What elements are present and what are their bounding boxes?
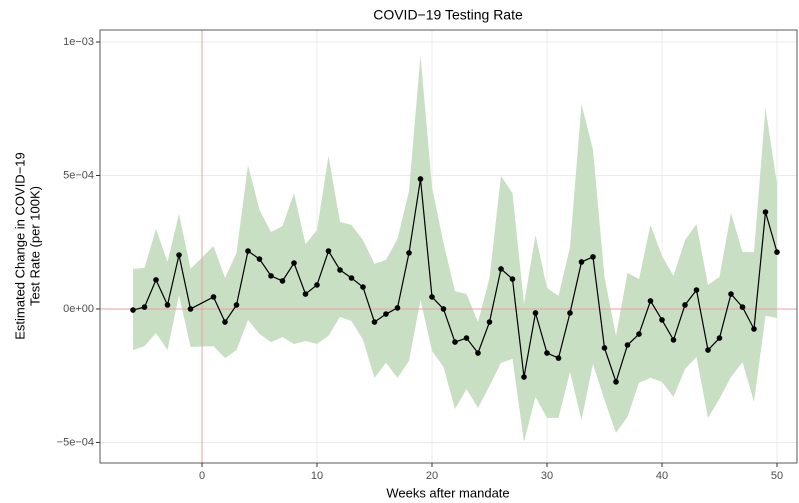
- point: [739, 304, 746, 310]
- point: [659, 317, 665, 323]
- panel: [100, 30, 797, 463]
- point: [762, 209, 769, 215]
- point: [153, 277, 159, 283]
- point: [636, 331, 642, 337]
- point: [291, 260, 297, 266]
- point: [337, 267, 343, 273]
- point: [578, 259, 585, 265]
- point: [682, 302, 688, 308]
- point: [647, 298, 654, 304]
- point: [371, 319, 378, 325]
- point: [210, 294, 217, 300]
- point: [176, 252, 182, 258]
- panel-border: [99, 29, 798, 464]
- point: [555, 355, 562, 361]
- chart-title: COVID−19 Testing Rate: [373, 7, 523, 23]
- point: [716, 335, 723, 341]
- point: [521, 374, 527, 380]
- point: [314, 282, 320, 288]
- point: [544, 350, 550, 356]
- point: [222, 319, 228, 325]
- x-tick-label: 30: [541, 470, 553, 482]
- point: [325, 248, 332, 254]
- point: [601, 345, 608, 351]
- point: [693, 287, 700, 293]
- point: [279, 278, 286, 284]
- point: [624, 342, 631, 348]
- point: [187, 306, 194, 312]
- point: [751, 326, 757, 332]
- y-tick-label: 1e−03: [63, 36, 94, 48]
- point: [394, 305, 401, 311]
- point: [429, 294, 435, 300]
- point: [440, 306, 447, 312]
- x-tick-label: 10: [311, 470, 323, 482]
- point: [383, 311, 389, 317]
- point: [670, 337, 677, 343]
- point: [728, 291, 734, 297]
- point: [233, 302, 240, 308]
- y-axis-title: Test Rate (per 100K): [27, 186, 42, 306]
- x-tick-label: 20: [426, 470, 438, 482]
- y-tick-label: 0e+00: [63, 303, 94, 315]
- point: [532, 310, 539, 316]
- point: [256, 256, 263, 262]
- point: [130, 307, 136, 313]
- point: [509, 276, 516, 282]
- point: [348, 275, 355, 281]
- point: [475, 350, 481, 356]
- point: [268, 273, 274, 279]
- point: [498, 266, 504, 272]
- point: [417, 176, 424, 182]
- point: [245, 248, 251, 254]
- point: [452, 339, 458, 345]
- point: [567, 310, 573, 316]
- x-tick-label: 0: [199, 470, 205, 482]
- point: [705, 347, 711, 353]
- point: [590, 254, 596, 260]
- point: [360, 284, 366, 290]
- y-tick-label: 5e−04: [63, 169, 94, 181]
- x-tick-label: 50: [771, 470, 783, 482]
- y-tick-label: −5e−04: [57, 436, 94, 448]
- point: [302, 291, 309, 297]
- point: [406, 250, 412, 256]
- point: [613, 379, 619, 385]
- x-tick-label: 40: [656, 470, 668, 482]
- point: [486, 319, 493, 325]
- point: [164, 302, 171, 308]
- point: [774, 249, 780, 255]
- x-axis-title: Weeks after mandate: [386, 485, 509, 500]
- confidence-band: [133, 55, 777, 442]
- point: [141, 304, 148, 310]
- y-axis-title: Estimated Change in COVID−19: [12, 152, 27, 340]
- point: [463, 335, 470, 341]
